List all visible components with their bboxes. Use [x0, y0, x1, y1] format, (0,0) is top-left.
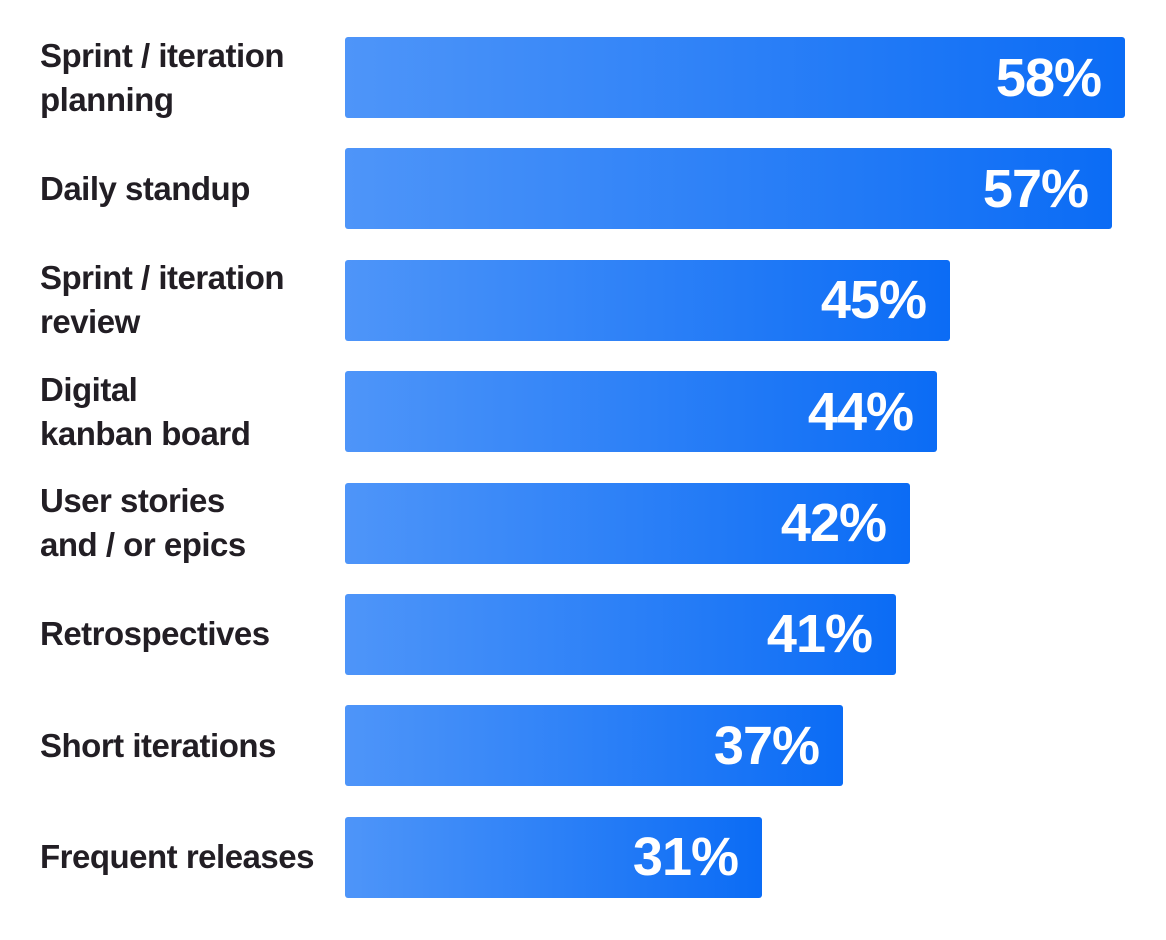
- bar-row: Sprint / iteration planning 58%: [0, 37, 1166, 118]
- value-label: 57%: [982, 158, 1089, 219]
- bar: 37%: [345, 705, 843, 787]
- category-label: Sprint / iteration planning: [40, 36, 285, 118]
- category-label: Sprint / iteration review: [40, 259, 285, 341]
- value-label: 42%: [780, 493, 887, 554]
- bar-row: Sprint / iteration review 45%: [0, 259, 1166, 341]
- category-label: Short iterations: [40, 726, 276, 764]
- bar: 45%: [345, 259, 950, 341]
- value-label: 58%: [995, 47, 1102, 108]
- category-label: Digital kanban board: [40, 370, 251, 452]
- bar-row: User stories and / or epics 42%: [0, 482, 1166, 564]
- value-label: 31%: [632, 827, 739, 888]
- bar: 31%: [345, 816, 762, 898]
- bar-row: Daily standup 57%: [0, 148, 1166, 230]
- category-label: Daily standup: [40, 169, 250, 207]
- bar-row: Retrospectives 41%: [0, 593, 1166, 675]
- bar: 58%: [345, 37, 1125, 118]
- value-label: 41%: [766, 604, 873, 665]
- bar: 41%: [345, 593, 896, 675]
- bar-row: Frequent releases 31%: [0, 816, 1166, 898]
- bar: 57%: [345, 148, 1112, 230]
- bar-row: Short iterations 37%: [0, 705, 1166, 787]
- category-label: Frequent releases: [40, 838, 314, 876]
- value-label: 45%: [820, 270, 927, 331]
- category-label: Retrospectives: [40, 615, 270, 653]
- category-label: User stories and / or epics: [40, 482, 246, 564]
- value-label: 37%: [713, 715, 820, 776]
- bar-row: Digital kanban board 44%: [0, 371, 1166, 453]
- value-label: 44%: [807, 381, 914, 442]
- bar: 42%: [345, 482, 910, 564]
- bar: 44%: [345, 371, 937, 453]
